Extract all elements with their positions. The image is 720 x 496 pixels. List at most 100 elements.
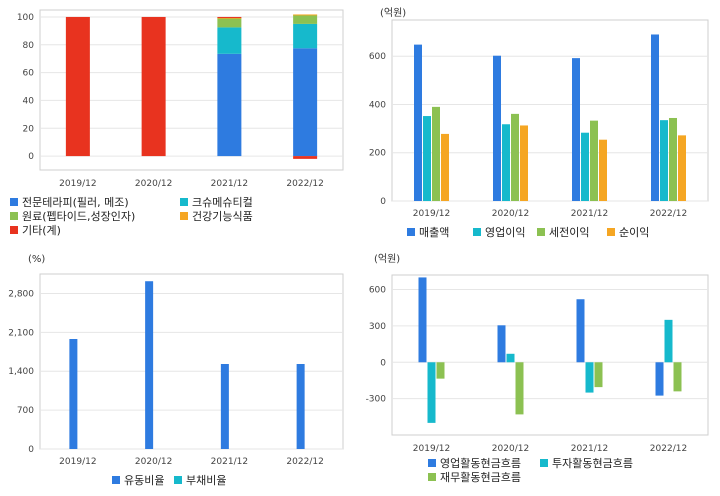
x-tick-label: 2022/12 xyxy=(650,444,687,454)
bar-매출액 xyxy=(493,55,501,202)
legend-label: 건강기능식품 xyxy=(192,210,253,223)
y-tick-label: 0 xyxy=(380,197,386,207)
legend-swatch xyxy=(112,476,120,484)
x-tick-label: 2020/12 xyxy=(492,209,529,219)
bar-전문테라피(필러, 메조) xyxy=(293,48,318,157)
legend-swatch xyxy=(10,198,18,206)
y-tick-label: 40 xyxy=(23,96,35,106)
y-tick-label: 700 xyxy=(17,406,34,416)
legend-label: 전문테라피(필러, 메조) xyxy=(22,196,129,209)
bar-매출액 xyxy=(572,58,580,202)
bar-영업이익 xyxy=(502,124,510,201)
bar-재무활동현금흐름 xyxy=(594,362,603,388)
legend-label: 순이익 xyxy=(619,226,649,239)
y-tick-label: 20 xyxy=(23,124,35,134)
bar-원료(펩타이드,성장인자) xyxy=(293,14,318,24)
x-tick-label: 2019/12 xyxy=(59,457,96,467)
bar-재무활동현금흐름 xyxy=(436,362,445,379)
bar-기타(계) xyxy=(65,16,90,157)
bar-영업활동현금흐름 xyxy=(497,325,506,363)
y-tick-label: 0 xyxy=(28,445,34,455)
bar-순이익 xyxy=(520,125,528,201)
legend-label: 유동비율 xyxy=(124,474,164,487)
unit-label: (%) xyxy=(28,254,45,265)
unit-label: (억원) xyxy=(380,7,406,19)
unit-label: (억원) xyxy=(374,253,400,265)
bar-순이익 xyxy=(678,135,686,201)
bar-순이익 xyxy=(599,139,607,201)
x-tick-label: 2021/12 xyxy=(211,179,248,189)
legend-swatch xyxy=(174,476,182,484)
plot-frame xyxy=(39,9,344,171)
x-tick-label: 2021/12 xyxy=(571,209,608,219)
x-tick-label: 2022/12 xyxy=(650,209,687,219)
legend-swatch xyxy=(180,212,188,220)
legend-swatch xyxy=(607,228,615,236)
legend-label: 매출액 xyxy=(419,226,449,239)
bar-유동비율 xyxy=(220,364,229,449)
legend-label: 영업활동현금흐름 xyxy=(440,456,521,470)
y-tick-label: 200 xyxy=(369,149,386,159)
x-tick-label: 2022/12 xyxy=(286,179,323,189)
legend-swatch xyxy=(428,473,436,481)
bar-원료(펩타이드,성장인자) xyxy=(217,18,242,28)
bar-세전이익 xyxy=(590,120,598,201)
legend-label: 부채비율 xyxy=(186,474,226,487)
bar-기타(계) xyxy=(141,16,166,157)
y-tick-label: 600 xyxy=(369,52,386,62)
y-tick-label: 600 xyxy=(369,286,386,296)
legend-label: 크슈메슈티컬 xyxy=(192,196,253,209)
y-tick-label: 100 xyxy=(17,13,34,23)
bar-기타(계) xyxy=(293,156,318,159)
x-tick-label: 2022/12 xyxy=(286,457,323,467)
x-tick-label: 2021/12 xyxy=(571,444,608,454)
legend-label: 영업이익 xyxy=(485,226,525,239)
legend-swatch xyxy=(540,459,548,467)
chart-1: 0 20 40 60 80 100 2019/12 2020/12 2021/12 2022/12… xyxy=(10,9,344,237)
legend-label: 원료(펩타이드,성장인자) xyxy=(22,210,135,223)
bar-투자활동현금흐름 xyxy=(427,362,436,423)
bar-재무활동현금흐름 xyxy=(515,362,524,415)
legend-label: 투자활동현금흐름 xyxy=(552,456,633,470)
legend: 유동비율 부채비율 xyxy=(112,474,226,487)
chart-4: -300 0 300 600 (억원) 2019/12 2020/12 2021/12 2022… xyxy=(366,253,709,484)
legend: 매출액 영업이익 세전이익 순이익 xyxy=(407,226,649,239)
bar-유동비율 xyxy=(296,364,305,449)
legend-label: 기타(계) xyxy=(22,224,61,237)
chart-3: 0 700 1,400 2,100 2,800 (%) 2019/12 2020/12 2021… xyxy=(8,254,344,487)
legend-swatch xyxy=(407,228,415,236)
bar-세전이익 xyxy=(432,106,440,201)
y-tick-label: 0 xyxy=(380,358,386,368)
y-tick-label: 2,800 xyxy=(8,289,34,299)
chart-2: 0 200 400 600 (억원) 2019/12 2020/12 2021/12 2022/… xyxy=(369,7,709,239)
bar-매출액 xyxy=(651,34,659,202)
x-tick-label: 2021/12 xyxy=(211,457,248,467)
bar-크슈메슈티컬 xyxy=(293,23,318,49)
legend-swatch xyxy=(180,198,188,206)
x-tick-label: 2019/12 xyxy=(59,179,96,189)
y-tick-label: 300 xyxy=(369,322,386,332)
bar-영업활동현금흐름 xyxy=(576,299,585,363)
bar-유동비율 xyxy=(145,281,154,449)
bar-투자활동현금흐름 xyxy=(506,353,515,363)
bar-세전이익 xyxy=(669,117,677,201)
bar-순이익 xyxy=(441,133,449,201)
bar-투자활동현금흐름 xyxy=(585,362,594,393)
x-tick-label: 2020/12 xyxy=(135,457,172,467)
legend-swatch xyxy=(473,228,481,236)
bar-기타(계) xyxy=(217,16,242,18)
y-tick-label: 80 xyxy=(23,41,35,51)
x-tick-label: 2020/12 xyxy=(492,444,529,454)
legend-label: 재무활동현금흐름 xyxy=(440,470,521,484)
y-tick-label: -300 xyxy=(366,395,387,405)
bar-건강기능식품 xyxy=(217,17,242,19)
plot-frame xyxy=(39,273,344,450)
bar-재무활동현금흐름 xyxy=(673,362,682,392)
x-tick-label: 2019/12 xyxy=(413,444,450,454)
bar-영업이익 xyxy=(423,116,431,201)
bar-건강기능식품 xyxy=(293,14,318,16)
bar-영업이익 xyxy=(581,132,589,201)
